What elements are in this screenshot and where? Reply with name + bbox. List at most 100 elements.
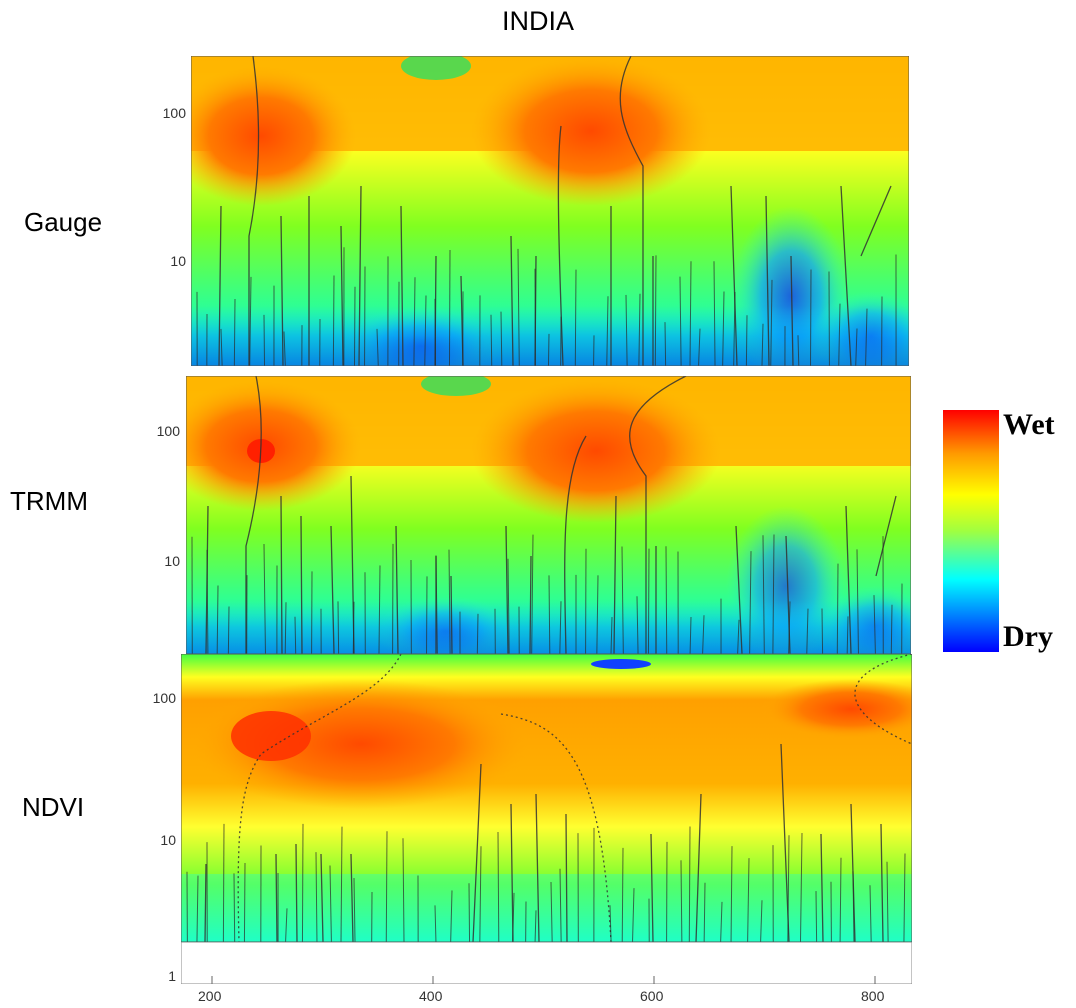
ridge-line [836, 563, 839, 654]
ridge-line [638, 293, 641, 366]
ridge-line [806, 608, 809, 654]
ridge-line [749, 551, 752, 654]
ridge-line [745, 315, 748, 366]
xtick-600: 600 [640, 988, 664, 1004]
ridge-line [679, 276, 682, 366]
ridge-line [770, 279, 773, 366]
ridge-line [378, 565, 381, 654]
ridge-line [903, 853, 906, 942]
trmm-ridges [191, 534, 903, 654]
ridge-line [284, 602, 287, 654]
ridge-line [625, 294, 628, 366]
ridge-line [413, 277, 416, 366]
ridge-line [301, 823, 304, 942]
ridge-line [434, 905, 437, 942]
ridge-line [632, 888, 635, 942]
ridge-line [574, 269, 577, 366]
ridge-line [609, 905, 612, 942]
ridge-line [610, 617, 613, 654]
ridge-line [531, 534, 534, 654]
ridge-line [196, 875, 199, 942]
ridge-line [490, 314, 493, 366]
ridge-line [647, 548, 650, 654]
ridge-line [353, 877, 356, 942]
ridge-line [665, 546, 668, 654]
ridge-line [315, 852, 318, 942]
ridge-line [865, 308, 868, 366]
ridge-line [227, 606, 230, 654]
ridge-line [869, 885, 872, 942]
ridge-line [737, 619, 740, 654]
ridge-line [243, 863, 246, 942]
ridge-line [886, 861, 889, 942]
ridge-line [762, 535, 765, 654]
ridge-line [838, 303, 841, 366]
ridge-line [263, 543, 266, 654]
ridge-line [376, 328, 379, 366]
ridge-line [815, 891, 818, 942]
trmm-ytick-100: 100 [156, 423, 180, 439]
ridge-line [713, 261, 716, 366]
ridge-line [332, 275, 335, 366]
ridge-line [249, 276, 252, 366]
ridge-line [788, 601, 791, 654]
ridge-line [821, 608, 824, 654]
ridge-line [476, 613, 479, 654]
ridge-line [206, 549, 209, 654]
ridge-line [760, 900, 763, 942]
xtick-400: 400 [419, 988, 443, 1004]
ridge-line [497, 831, 500, 942]
ridge-line [559, 601, 562, 654]
ridge-line [479, 846, 482, 942]
ndvi-ytick-10: 10 [160, 832, 176, 848]
gauge-ytick-10: 10 [170, 253, 186, 269]
ridge-line [856, 549, 859, 654]
ridge-line [285, 908, 288, 942]
ridge-line [547, 333, 550, 366]
ridge-line [294, 616, 297, 654]
ndvi-lower-axis-area [181, 942, 912, 984]
wavelet-panel-gauge [191, 56, 909, 366]
ridge-line [761, 323, 764, 366]
ridge-line [222, 823, 225, 942]
ridge-line [507, 558, 510, 654]
colorbar-dry-label: Dry [1003, 620, 1053, 653]
ridge-line [621, 546, 624, 654]
wavelet-panel-trmm [186, 376, 911, 654]
ridge-line [689, 261, 692, 366]
ridge-line [855, 328, 858, 366]
ridge-line [517, 248, 520, 366]
ridge-line [534, 910, 537, 942]
ridge-line [448, 250, 451, 366]
ridge-line [680, 860, 683, 942]
ridge-line [688, 826, 691, 942]
ridge-line [730, 846, 733, 942]
ridge-line [500, 311, 503, 366]
xtick-800: 800 [861, 988, 885, 1004]
ridge-line [435, 555, 438, 654]
ndvi-ridges [186, 823, 906, 942]
gauge-ytick-100: 100 [162, 105, 186, 121]
ridge-line [797, 335, 800, 366]
ridge-line [450, 890, 453, 942]
ridge-line [702, 615, 705, 654]
ridge-line [216, 585, 219, 654]
ridge-line [873, 595, 876, 654]
ridge-line [720, 901, 723, 942]
colorbar-gradient [943, 410, 999, 652]
ridge-line [512, 892, 515, 942]
ridge-line [233, 873, 236, 942]
ridge-line [787, 835, 790, 942]
ridge-line [434, 298, 437, 366]
ridge-line [722, 291, 725, 366]
panel-label-trmm: TRMM [10, 486, 88, 516]
ridge-line [846, 616, 849, 654]
ridge-line [352, 601, 355, 654]
xtick-200: 200 [198, 988, 222, 1004]
ridge-line [636, 596, 639, 654]
ridge-line [621, 847, 624, 942]
panel-label-gauge: Gauge [24, 207, 103, 237]
ridge-line [340, 826, 343, 942]
ridge-line [337, 601, 340, 654]
ridge-line [800, 833, 803, 942]
